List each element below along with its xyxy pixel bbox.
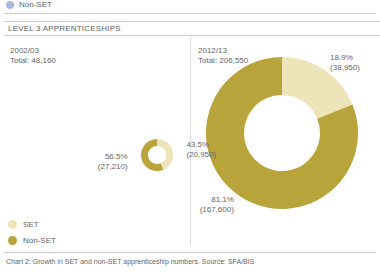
html-text:LEVEL 3 APPRENTICESHIPS: LEVEL 3 APPRENTICESHIPS xyxy=(8,24,121,33)
svg-text:81.1%(167,600): 81.1%(167,600) xyxy=(200,195,235,214)
html-text:Chart 2: Growth in SET and non: Chart 2: Growth in SET and non-SET appre… xyxy=(6,258,255,265)
svg-text:43.5%(20,950): 43.5%(20,950) xyxy=(186,140,216,159)
html-text:Non-SET: Non-SET xyxy=(23,235,56,245)
html-text:2012/13: 2012/13 xyxy=(198,46,227,55)
html-text:SET: SET xyxy=(23,219,39,229)
html-text:Total: 206,550: Total: 206,550 xyxy=(198,56,249,65)
svg-text:18.9%(38,950): 18.9%(38,950) xyxy=(330,53,360,72)
html-text:Total: 48,160: Total: 48,160 xyxy=(10,56,56,65)
html-text:Non-SET: Non-SET xyxy=(19,0,52,9)
html-text:2002/03: 2002/03 xyxy=(10,46,39,55)
svg-text:56.5%(27,210): 56.5%(27,210) xyxy=(98,152,128,171)
